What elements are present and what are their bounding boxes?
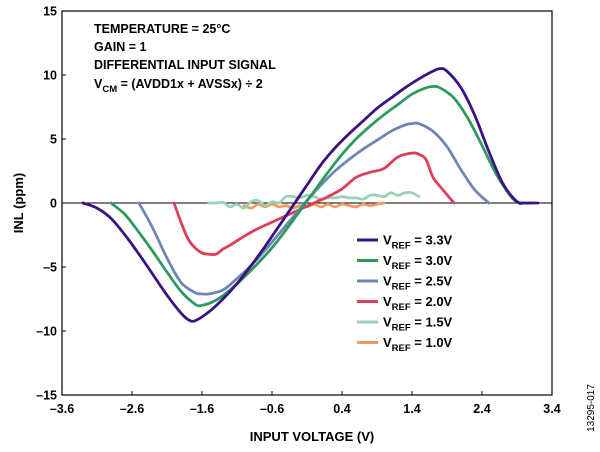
y-tick-label: 0 <box>50 197 57 211</box>
annotation-vcm-rest: = (AVDD1x + AVSSx) ÷ 2 <box>117 77 263 91</box>
legend-label-vref-3-0v: VREF = 3.0V <box>383 253 453 272</box>
legend-label-vref-2-5v: VREF = 2.5V <box>383 274 453 293</box>
x-tick-label: –1.6 <box>190 402 214 416</box>
figure-id: 13295-017 <box>586 384 597 432</box>
series-line-vref-1-5v <box>207 190 421 210</box>
y-tick-label: –10 <box>36 325 57 339</box>
annotation-temperature: TEMPERATURE = 25°C <box>94 22 230 36</box>
annotation-gain: GAIN = 1 <box>94 40 146 54</box>
legend-label-vref-2-0v: VREF = 2.0V <box>383 294 453 313</box>
y-tick-label: 5 <box>50 133 57 147</box>
legend-label-vref-1-0v: VREF = 1.0V <box>383 335 453 354</box>
annotation-signal: DIFFERENTIAL INPUT SIGNAL <box>94 58 276 72</box>
legend-label-vref-1-5v: VREF = 1.5V <box>383 315 453 334</box>
y-axis-title: INL (ppm) <box>11 173 26 233</box>
x-tick-label: –0.6 <box>260 402 284 416</box>
legend-label-vref-3-3v: VREF = 3.3V <box>383 233 453 252</box>
annotation-vcm-main: V <box>94 77 103 91</box>
series-lines <box>81 67 540 323</box>
x-tick-label: –2.6 <box>120 402 144 416</box>
annotation-vcm: VCM = (AVDD1x + AVSSx) ÷ 2 <box>94 77 263 95</box>
x-axis-title: INPUT VOLTAGE (V) <box>250 429 374 444</box>
legend-background <box>352 226 484 354</box>
x-tick-label: 2.4 <box>473 402 490 416</box>
annotation-vcm-sub: CM <box>102 84 117 95</box>
series-line-vref-3-3v <box>81 67 540 323</box>
annotation-background <box>88 18 350 104</box>
y-tick-label: –5 <box>43 261 57 275</box>
x-tick-label: 1.4 <box>403 402 420 416</box>
x-tick-label: 3.4 <box>543 402 560 416</box>
axis-ticks: –3.6 –2.6 –1.6 –0.6 0.4 1.4 2.4 3.4 –15 –10 –5 0 5 10… <box>36 5 561 417</box>
annotation-block: TEMPERATURE = 25°C GAIN = 1 DIFFERENTIAL… <box>94 22 276 95</box>
x-tick-label: –3.6 <box>50 402 74 416</box>
series-line-vref-3-0v <box>109 85 526 308</box>
y-tick-label: –15 <box>36 389 57 403</box>
x-tick-label: 0.4 <box>333 402 350 416</box>
y-tick-label: 15 <box>43 5 57 19</box>
y-tick-label: 10 <box>43 69 57 83</box>
